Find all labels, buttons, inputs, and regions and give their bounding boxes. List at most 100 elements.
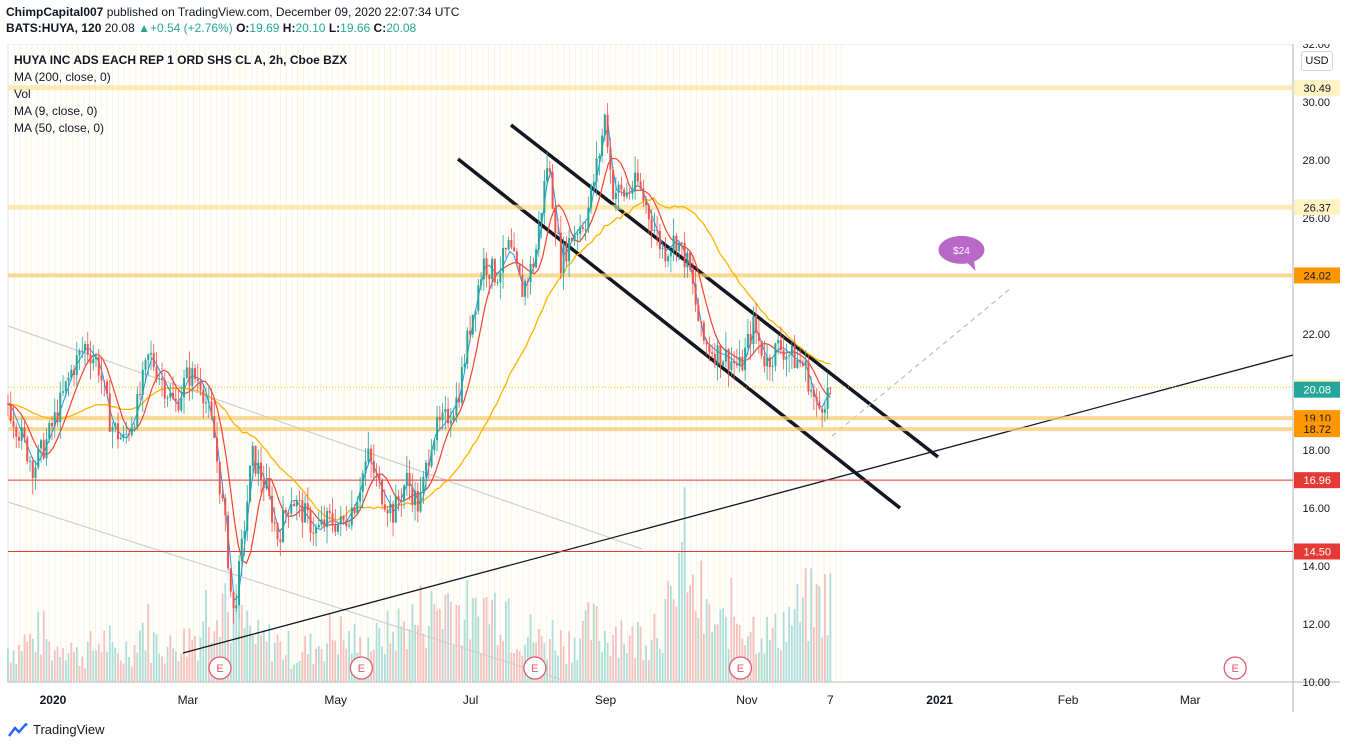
candle-body (790, 345, 793, 356)
volume-bar (273, 642, 276, 682)
candle (598, 153, 601, 176)
volume-bar (774, 613, 777, 682)
candle (70, 364, 73, 381)
candle-body (119, 437, 122, 440)
candle (625, 182, 628, 199)
volume-bar (174, 651, 177, 682)
candle-body (394, 496, 397, 523)
volume-bar (796, 584, 799, 682)
volume-bar (56, 646, 59, 682)
candle (221, 482, 224, 502)
candle (400, 488, 403, 517)
candle-body (592, 181, 595, 186)
candle-body (700, 321, 703, 323)
price-chart[interactable]: EEEEE$2410.0012.0014.0016.0018.0020.0022… (0, 44, 1348, 714)
candle (543, 169, 546, 225)
candle (680, 241, 683, 256)
candle-body (821, 408, 824, 413)
candle-body (221, 493, 224, 499)
candle-body (375, 472, 378, 475)
candle-body (185, 367, 188, 379)
candle-body (647, 205, 650, 220)
volume-bar (801, 597, 804, 682)
candle (141, 361, 144, 412)
candle (75, 341, 78, 388)
volume-bar (339, 616, 342, 682)
volume-bar (661, 653, 664, 682)
volume-bar (664, 599, 667, 682)
candle-body (513, 247, 516, 252)
last-price: 20.08 (104, 21, 135, 35)
volume-bar (598, 640, 601, 682)
currency-button[interactable]: USD (1301, 51, 1333, 71)
candle (89, 341, 92, 380)
candle-body (636, 172, 639, 182)
candle (810, 376, 813, 398)
candle (471, 314, 474, 338)
candle-body (502, 247, 505, 273)
candle (386, 506, 389, 527)
candle-body (67, 377, 70, 382)
candle-body (301, 500, 304, 523)
volume-bar (287, 631, 290, 682)
volume-bar (658, 648, 661, 682)
candle (48, 420, 51, 443)
candle-body (559, 232, 562, 274)
candle-body (364, 461, 367, 474)
volume-bar (653, 613, 656, 682)
volume-bar (548, 638, 551, 682)
candle (529, 255, 532, 295)
volume-bar (279, 641, 282, 682)
candle (526, 277, 529, 299)
volume-bar (20, 651, 23, 682)
publisher-name[interactable]: ChimpCapital007 (6, 5, 104, 19)
volume-bar (108, 625, 111, 682)
candle-body (306, 503, 309, 511)
y-tick-label-1: 12.00 (1302, 619, 1330, 631)
candle-body (108, 393, 111, 432)
candle (306, 487, 309, 524)
indicator-ma9[interactable]: MA (9, close, 0) (14, 104, 98, 118)
candle-body (419, 493, 422, 512)
candle (213, 399, 216, 439)
candle-body (232, 591, 235, 609)
candle-body (342, 516, 345, 521)
candle-body (317, 524, 320, 528)
candle-body (661, 248, 664, 250)
candle-body (309, 510, 312, 533)
candle (15, 423, 18, 448)
candle-body (576, 234, 579, 236)
candle-body (746, 333, 749, 348)
candle-body (524, 280, 527, 297)
candle (81, 336, 84, 358)
candle-body (169, 392, 172, 398)
indicator-vol[interactable]: Vol (14, 87, 31, 101)
candle (92, 344, 95, 371)
lower-descending-trendline (7, 501, 561, 680)
volume-bar (702, 633, 705, 682)
volume-bar (34, 651, 37, 682)
indicator-ma200[interactable]: MA (200, close, 0) (14, 70, 111, 84)
candle-body (793, 345, 796, 368)
candle-body (785, 356, 788, 360)
candle-body (554, 208, 557, 233)
candle-body (779, 340, 782, 350)
candle (240, 529, 243, 576)
candle-body (386, 509, 389, 514)
indicator-ma50[interactable]: MA (50, close, 0) (14, 121, 105, 135)
candle (455, 382, 458, 423)
candle (496, 279, 499, 286)
candle (172, 376, 175, 401)
volume-bar (829, 573, 832, 682)
candle-body (31, 460, 34, 479)
candle-body (460, 366, 463, 403)
volume-bar (262, 630, 265, 682)
candle (749, 321, 752, 361)
candle (711, 344, 714, 359)
volume-bar (15, 664, 18, 682)
candle (378, 466, 381, 489)
candle-body (370, 448, 373, 461)
volume-bar (568, 631, 571, 682)
candle (122, 425, 125, 442)
volume-bar (42, 610, 45, 682)
